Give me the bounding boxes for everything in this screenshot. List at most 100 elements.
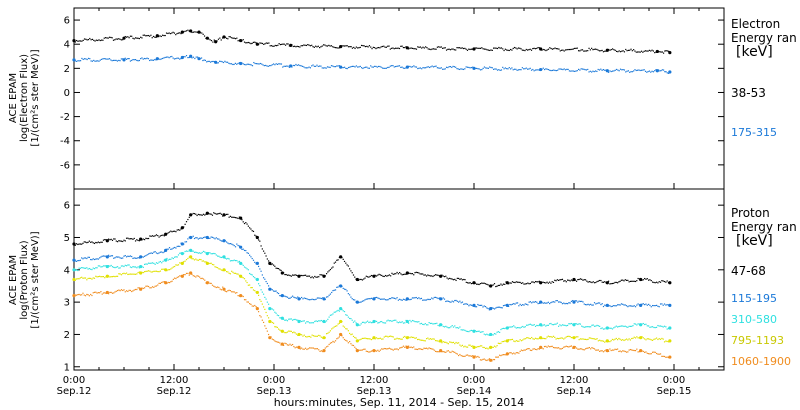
proton-trace-1060-1900 [342,337,344,339]
electron-trace-38-53 [650,50,652,52]
proton-trace-115-195 [214,238,216,240]
electron-trace-38-53 [338,47,340,49]
electron-trace-38-53 [173,32,176,34]
electron-trace-38-53 [133,38,135,40]
electron-trace-175-315 [627,70,629,72]
proton-trace-1060-1900 [252,305,255,307]
proton-trace-310-580 [644,323,646,326]
proton-trace-310-580 [429,322,432,325]
proton-trace-115-195 [331,291,333,294]
proton-trace-115-195 [381,298,383,300]
proton-trace-1060-1900 [174,277,176,279]
proton-trace-47-68 [510,282,512,284]
proton-trace-310-580 [163,259,165,261]
proton-trace-47-68 [349,268,351,270]
electron-trace-175-315 [112,59,115,62]
electron-trace-38-53 [278,43,280,45]
electron-trace-175-315 [418,67,420,69]
proton-trace-47-68 [280,269,282,272]
proton-trace-115-195 [363,300,365,302]
proton-trace-310-580 [464,329,466,332]
electron-trace-175-315 [507,68,509,70]
proton-trace-47-68 [185,221,188,223]
proton-trace-795-1193 [183,261,185,263]
proton-trace-795-1193 [293,331,295,333]
proton-trace-310-580 [108,265,110,267]
proton-trace-795-1193 [110,276,112,278]
electron-trace-38-53 [592,49,594,51]
proton-trace-1060-1900 [524,349,526,351]
electron-trace-175-315 [183,55,185,58]
proton-trace-795-1193 [274,326,276,328]
electron-trace-175-315 [375,65,377,68]
electron-trace-38-53 [401,45,403,47]
electron-trace-175-315 [85,58,87,60]
proton-trace-795-1193 [549,336,551,338]
proton-trace-47-68 [434,274,437,276]
electron-point-175-315 [197,57,201,61]
proton-trace-795-1193 [208,262,210,265]
proton-trace-115-195 [137,257,139,259]
proton-trace-115-195 [654,305,656,307]
proton-trace-795-1193 [655,337,658,339]
proton-trace-795-1193 [265,311,267,314]
electron-trace-175-315 [541,68,543,70]
proton-trace-795-1193 [499,342,501,345]
proton-trace-795-1193 [100,276,102,278]
proton-point-310-580 [605,326,609,330]
electron-trace-175-315 [534,69,537,71]
proton-trace-1060-1900 [442,351,444,353]
electron-trace-175-315 [417,67,419,70]
proton-trace-47-68 [556,279,558,281]
proton-trace-115-195 [351,298,353,300]
proton-trace-47-68 [249,227,251,229]
proton-trace-115-195 [592,304,594,306]
electron-trace-38-53 [292,45,294,48]
proton-trace-115-195 [243,249,246,252]
proton-trace-1060-1900 [308,347,311,349]
proton-trace-47-68 [388,274,390,276]
electron-trace-38-53 [432,48,435,50]
proton-trace-1060-1900 [409,346,411,349]
proton-trace-47-68 [316,276,319,278]
electron-trace-175-315 [665,71,667,73]
electron-trace-38-53 [78,40,80,42]
proton-trace-47-68 [213,212,215,214]
electron-trace-38-53 [490,49,492,51]
electron-ylabel-line3: [1/(cm²s ster MeV)] [30,49,41,146]
proton-trace-47-68 [75,243,78,245]
proton-trace-310-580 [620,325,623,327]
electron-trace-175-315 [601,69,603,71]
proton-trace-1060-1900 [115,290,117,292]
electron-trace-38-53 [355,46,357,48]
proton-trace-1060-1900 [460,354,462,357]
electron-trace-38-53 [104,37,107,39]
electron-trace-38-53 [436,46,438,48]
proton-trace-47-68 [608,280,610,282]
proton-trace-310-580 [288,318,290,320]
proton-trace-1060-1900 [619,350,621,352]
proton-trace-47-68 [460,278,462,280]
proton-trace-47-68 [638,278,640,280]
proton-trace-1060-1900 [170,281,172,283]
proton-trace-1060-1900 [93,291,96,293]
electron-trace-175-315 [400,66,402,68]
proton-trace-1060-1900 [120,289,123,291]
proton-trace-47-68 [77,243,79,246]
proton-trace-115-195 [185,241,188,243]
proton-trace-47-68 [593,282,596,284]
proton-trace-795-1193 [555,338,557,340]
electron-trace-38-53 [131,35,133,37]
proton-trace-795-1193 [543,337,546,340]
electron-trace-38-53 [630,48,632,50]
proton-trace-795-1193 [185,259,188,261]
electron-trace-175-315 [388,66,390,68]
electron-trace-175-315 [334,66,337,68]
proton-trace-47-68 [372,275,374,277]
electron-trace-175-315 [667,72,670,74]
proton-trace-1060-1900 [270,336,272,338]
electron-trace-38-53 [404,46,406,49]
proton-trace-47-68 [628,281,630,283]
electron-trace-38-53 [259,42,261,44]
